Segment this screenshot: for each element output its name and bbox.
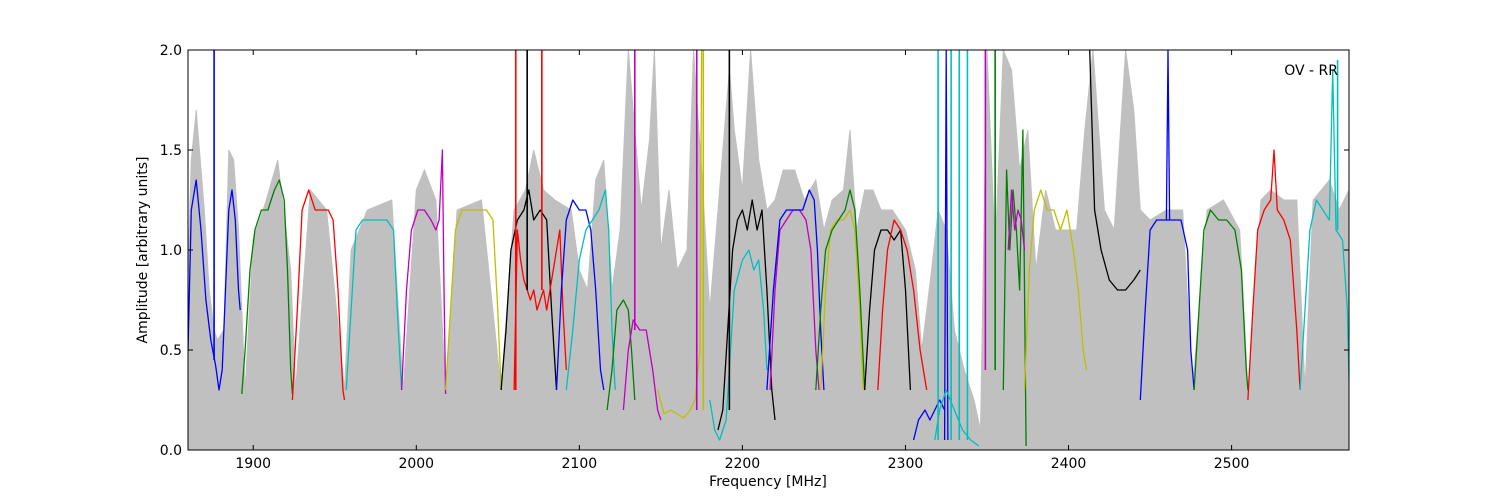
series-line-13: [709, 249, 768, 441]
series-line-7: [513, 229, 567, 391]
series-line-0: [188, 179, 241, 391]
series-line-27: [1089, 50, 1141, 291]
series-line-17: [820, 209, 864, 391]
x-tick-label: 2100: [562, 456, 598, 472]
series-line-6: [500, 189, 558, 391]
x-tick-label: 2300: [888, 456, 924, 472]
x-tick-label: 2000: [398, 456, 434, 472]
tick-layer: 1900 2000 2100 2200 2300 2400 2500 0.0 0.5 1.0 1.5…: [160, 43, 1349, 472]
y-tick-label: 0.0: [160, 443, 182, 459]
series-line-5: [444, 209, 502, 391]
y-tick-label: 0.5: [160, 343, 182, 359]
series-line-20: [877, 219, 928, 391]
envelope-area: [188, 50, 1349, 450]
series-line-14: [717, 199, 776, 431]
series-line-21: [912, 399, 946, 441]
data-layer: [188, 50, 1349, 450]
series-line-1: [241, 179, 294, 395]
series-line-24: [1002, 129, 1027, 447]
series-line-31: [1247, 149, 1301, 401]
series-line-30: [1193, 209, 1249, 391]
series-line-28: [1139, 219, 1195, 401]
series-line-23: [934, 389, 980, 447]
x-tick-label: 1900: [235, 456, 271, 472]
series-line-12: [656, 50, 703, 419]
y-tick-label: 2.0: [160, 43, 182, 59]
series-line-29: [1165, 50, 1171, 221]
series-line-8: [555, 199, 605, 391]
series-line-19: [864, 229, 912, 391]
y-tick-label: 1.0: [160, 243, 182, 259]
series-line-18: [815, 189, 866, 391]
chart-annotation: OV - RR: [1284, 63, 1338, 79]
series-line-3: [345, 219, 403, 391]
series-line-2: [291, 189, 346, 401]
y-tick-label: 1.5: [160, 143, 182, 159]
series-line-32: [1299, 69, 1349, 391]
series-line-25: [1007, 189, 1026, 251]
series-line-16: [766, 189, 825, 391]
x-tick-label: 2500: [1214, 456, 1250, 472]
x-tick-label: 2200: [725, 456, 761, 472]
series-line-26: [1023, 189, 1088, 391]
series-line-11: [622, 319, 662, 421]
x-axis-label: Frequency [MHz]: [709, 474, 827, 490]
series-line-22: [943, 50, 949, 441]
x-tick-label: 2400: [1051, 456, 1087, 472]
series-line-10: [606, 299, 636, 411]
series-line-9: [565, 189, 616, 391]
y-axis-label: Amplitude [arbitrary units]: [135, 157, 151, 344]
series-line-4: [400, 149, 447, 395]
